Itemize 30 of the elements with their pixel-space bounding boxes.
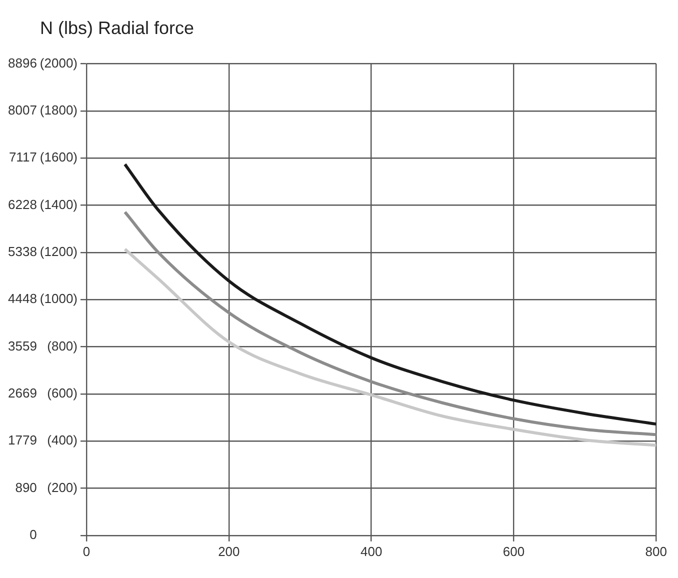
y2-tick-label: (200) <box>47 480 78 495</box>
y-tick-label: 2669 <box>8 385 37 400</box>
y2-tick-label: (400) <box>47 432 78 448</box>
x-tick-label: 0 <box>82 544 90 559</box>
y-tick-label: 4448 <box>8 291 37 306</box>
y-tick-label: 3559 <box>8 338 37 354</box>
y-tick-label: 8896 <box>8 55 37 70</box>
y-tick-label: 7117 <box>8 150 37 165</box>
y2-tick-label: (600) <box>47 386 78 400</box>
chart-title: N (lbs) Radial force <box>39 17 196 40</box>
y2-tick-label: (1000) <box>40 291 78 306</box>
y2-tick-label: (1400) <box>40 196 78 212</box>
y2-tick-label: (1600) <box>40 150 78 165</box>
y-tick-label: 1779 <box>8 432 37 448</box>
line-series <box>123 210 656 436</box>
y2-tick-label: (2000) <box>40 55 78 70</box>
y2-tick-label: (1200) <box>40 244 78 260</box>
y-tick-label: 890 <box>15 480 37 495</box>
line-series <box>123 162 656 426</box>
y2-tick-label: (800) <box>47 338 78 354</box>
x-tick-label: 400 <box>360 544 382 559</box>
y-tick-label: 0 <box>30 526 37 542</box>
x-tick-label: 800 <box>645 544 668 559</box>
y-tick-label: 6228 <box>8 196 37 212</box>
y-tick-label: 5338 <box>8 244 37 259</box>
x-tick-label: 600 <box>502 544 525 559</box>
y-tick-label: 8007 <box>8 102 37 118</box>
line-series <box>123 248 656 447</box>
x-tick-label: 200 <box>218 544 240 559</box>
y2-tick-label: (1800) <box>40 102 78 118</box>
